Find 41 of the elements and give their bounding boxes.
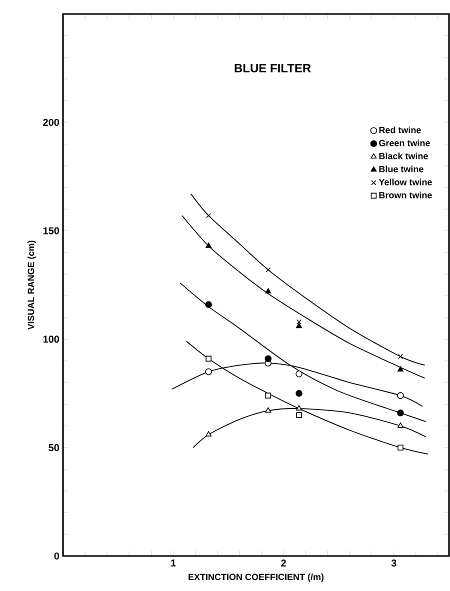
point xyxy=(398,444,404,450)
point xyxy=(397,422,404,428)
point xyxy=(265,288,272,294)
point xyxy=(296,370,302,378)
point xyxy=(296,322,302,328)
y-axis-title: VISUAL RANGE (cm) xyxy=(28,240,36,330)
line-series xyxy=(182,215,426,379)
legend-label: Red twine xyxy=(379,126,421,134)
y-tick-label: 0 xyxy=(54,552,60,560)
legend-label: Green twine xyxy=(379,140,430,146)
point xyxy=(296,405,302,410)
legend-label: Black twine xyxy=(379,152,428,160)
point xyxy=(265,407,272,413)
point xyxy=(398,354,403,360)
point xyxy=(206,242,212,248)
point xyxy=(296,390,302,397)
point xyxy=(264,355,272,362)
y-tick-label: 200 xyxy=(43,118,60,126)
legend-label: Yellow twine xyxy=(378,178,432,186)
text: BLUE FILTER xyxy=(234,64,311,72)
point xyxy=(266,267,271,272)
point xyxy=(296,319,302,324)
y-tick-label: 100 xyxy=(43,336,60,343)
legend-label: Brown twine xyxy=(379,192,432,198)
point xyxy=(397,410,404,416)
point xyxy=(206,431,212,436)
x-axis-title: EXTINCTION COEFFICIENT (/m) xyxy=(188,573,324,582)
legend-label: Blue twine xyxy=(379,166,424,172)
point xyxy=(206,356,212,362)
x-tick-label: 1 xyxy=(171,560,176,566)
y-tick-label: 50 xyxy=(48,444,60,452)
point xyxy=(205,368,212,376)
x-tick-label: 3 xyxy=(391,560,396,567)
point xyxy=(205,301,212,308)
point xyxy=(265,392,272,398)
point xyxy=(206,213,212,218)
x-tick-label: 2 xyxy=(281,560,286,567)
point xyxy=(296,412,302,418)
point xyxy=(397,392,404,399)
point xyxy=(397,366,404,372)
y-tick-label: 150 xyxy=(43,227,60,234)
